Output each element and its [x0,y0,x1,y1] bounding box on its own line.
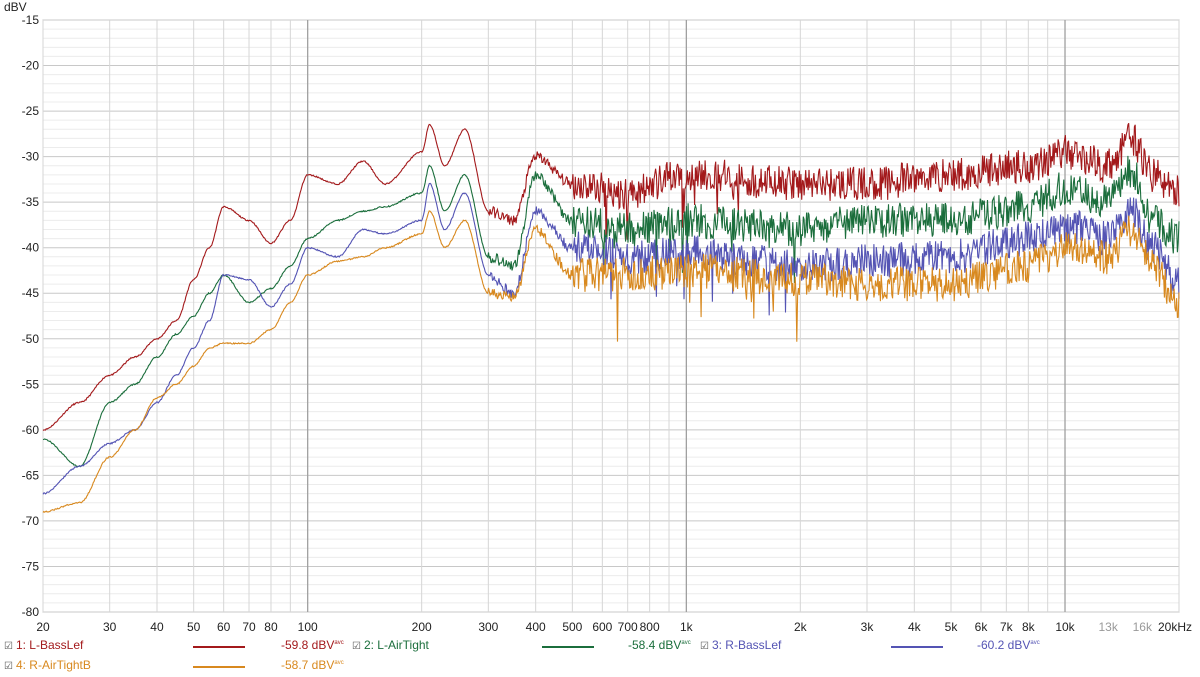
y-tick-label: -30 [22,150,40,164]
y-tick-label: -65 [22,468,40,482]
legend-value: -60.2 dBVavc [977,638,1040,652]
y-tick-label: -75 [22,559,40,573]
y-tick-label: -20 [22,59,40,73]
series-line-3 [42,182,1180,495]
y-tick-label: -40 [22,241,40,255]
x-tick-label: 7k [1000,620,1014,634]
x-tick-label: 1k [680,620,694,634]
x-tick-label: 8k [1022,620,1036,634]
x-tick-label: 50 [187,620,201,634]
x-tick-label: 3k [861,620,875,634]
series-line-2 [42,155,1180,468]
x-tick-label: 800 [640,620,660,634]
y-tick-label: -35 [22,195,40,209]
x-tick-label: 20kHz [1158,620,1192,634]
x-tick-label: 400 [526,620,546,634]
checkbox-icon[interactable]: ☑ [352,641,361,652]
y-tick-label: -50 [22,332,40,346]
x-tick-label: 10k [1055,620,1075,634]
legend-value: -58.7 dBVavc [281,658,344,672]
y-axis-label: dBV [4,0,27,14]
legend-swatch [891,646,943,648]
x-tick-label: 6k [975,620,989,634]
x-tick-label: 300 [478,620,498,634]
x-tick-label: 200 [412,620,432,634]
y-tick-label: -80 [22,605,40,619]
x-tick-label: 80 [264,620,278,634]
x-tick-label: 16k [1133,620,1153,634]
legend-label: 3: R-BassLef [711,638,782,652]
x-tick-label: 40 [150,620,164,634]
x-tick-label: 700 [618,620,638,634]
legend-item-3[interactable]: ☑ 3: R-BassLef [700,638,781,652]
x-tick-label: 100 [298,620,318,634]
y-tick-label: -15 [22,13,40,27]
y-tick-label: -60 [22,423,40,437]
x-tick-label: 4k [908,620,922,634]
plot-frame [42,19,1180,613]
x-tick-label: 20 [36,620,50,634]
y-tick-label: -55 [22,377,40,391]
checkbox-icon[interactable]: ☑ [4,661,13,672]
x-tick-label: 70 [242,620,256,634]
legend-swatch [542,646,594,648]
legend-swatch [193,666,245,668]
legend-value: -58.4 dBVavc [628,638,691,652]
checkbox-icon[interactable]: ☑ [700,641,709,652]
x-tick-label: 2k [794,620,808,634]
x-tick-label: 5k [945,620,959,634]
legend-label: 2: L-AirTight [363,638,429,652]
y-tick-label: -70 [22,514,40,528]
legend-label: 1: L-BassLef [15,638,84,652]
legend-item-1[interactable]: ☑ 1: L-BassLef [4,638,83,652]
y-tick-label: -25 [22,104,40,118]
x-tick-label: 30 [103,620,117,634]
legend-item-2[interactable]: ☑ 2: L-AirTight [352,638,429,652]
legend-swatch [193,646,245,648]
legend-label: 4: R-AirTightB [15,658,91,672]
x-tick-label: 500 [562,620,582,634]
x-tick-label: 600 [592,620,612,634]
legend-value: -59.8 dBVavc [281,638,344,652]
checkbox-icon[interactable]: ☑ [4,641,13,652]
x-tick-label: 13k [1098,620,1118,634]
series-line-1 [42,122,1180,431]
series-line-4 [42,210,1180,513]
y-tick-label: -45 [22,286,40,300]
legend-item-4[interactable]: ☑ 4: R-AirTightB [4,658,91,672]
x-tick-label: 60 [217,620,231,634]
